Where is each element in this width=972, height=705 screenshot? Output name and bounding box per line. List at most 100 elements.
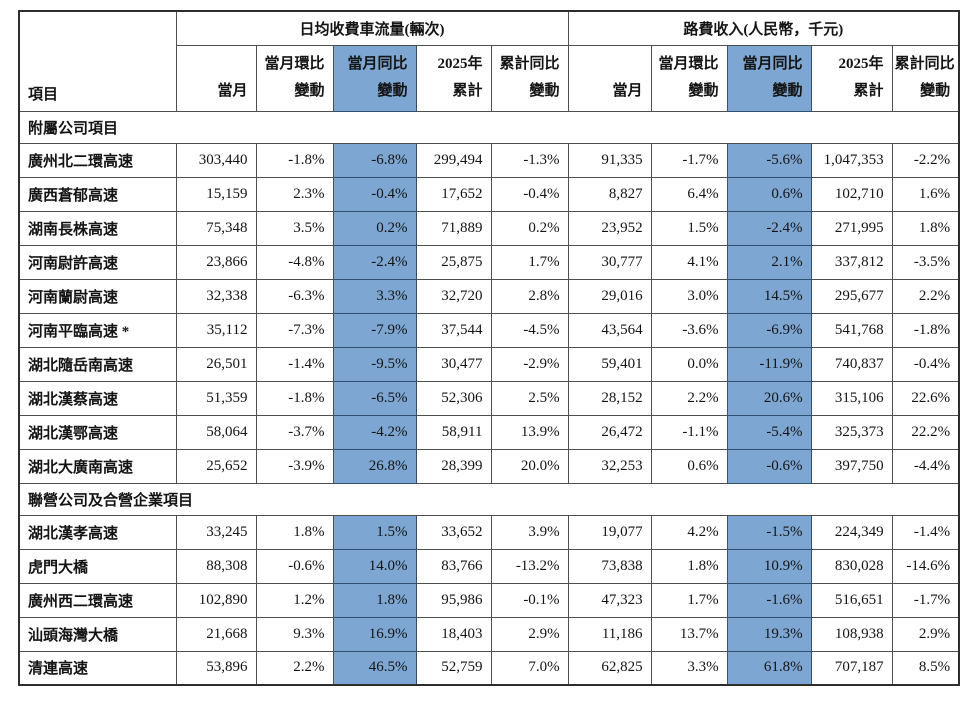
value-cell: 2.3% xyxy=(255,176,334,212)
value-cell: -6.5% xyxy=(332,380,417,416)
value-cell: 22.6% xyxy=(891,380,960,416)
table-row: 湖北漢孝高速 33,245 1.8% 1.5% 33,652 3.9% 19,077 4.2%… xyxy=(18,514,960,550)
value-cell: 2.2% xyxy=(255,650,334,686)
value-cell: 52,759 xyxy=(415,650,492,686)
table-row: 湖北漢鄂高速 58,064 -3.7% -4.2% 58,911 13.9% 26,472-… xyxy=(18,414,960,450)
col-header-line2: 變動 xyxy=(688,82,719,99)
value-cell: 299,494 xyxy=(415,142,492,178)
value-cell: -1.1% xyxy=(650,414,728,450)
value-cell: 33,652 xyxy=(415,514,492,550)
value-cell: 35,112 xyxy=(175,312,257,348)
table-row: 河南平臨高速 * 35,112 -7.3% -7.9% 37,544 -4.5% 43,56… xyxy=(18,312,960,348)
value-cell: 11,186 xyxy=(567,616,652,652)
toll-data-table: 項目 日均收費車流量(輛次) 路費收入(人民幣，千元) 當月 當月環比 變動 當… xyxy=(18,10,961,686)
value-cell: -2.4% xyxy=(726,210,812,246)
value-cell: 397,750 xyxy=(810,448,893,484)
value-cell: -2.2% xyxy=(891,142,960,178)
table-row: 河南蘭尉高速 32,338 -6.3% 3.3% 32,720 2.8% 29,016 3.0… xyxy=(18,278,960,314)
value-cell: 2.1% xyxy=(726,244,812,280)
value-cell: 0.6% xyxy=(726,176,812,212)
row-label: 河南平臨高速 * xyxy=(18,312,177,348)
value-cell: 830,028 xyxy=(810,548,893,584)
col-header-revenue-yoy: 當月同比 變動 xyxy=(726,44,812,112)
col-header-line2: 變動 xyxy=(529,82,560,99)
row-label: 清連高速 xyxy=(18,650,177,686)
section-header-row: 聯營公司及合營企業項目 xyxy=(18,482,960,516)
value-cell: 0.2% xyxy=(490,210,569,246)
col-header-line1: 累計同比 xyxy=(499,55,560,72)
value-cell: 75,348 xyxy=(175,210,257,246)
value-cell: 1.5% xyxy=(332,514,417,550)
value-cell: 1.7% xyxy=(490,244,569,280)
value-cell: 32,253 xyxy=(567,448,652,484)
value-cell: 73,838 xyxy=(567,548,652,584)
value-cell: 1.2% xyxy=(255,582,334,618)
value-cell: 1.8% xyxy=(891,210,960,246)
row-label: 湖北漢鄂高速 xyxy=(18,414,177,450)
col-header-line1: 2025年 xyxy=(437,55,483,72)
value-cell: 10.9% xyxy=(726,548,812,584)
value-cell: 0.2% xyxy=(332,210,417,246)
value-cell: 30,777 xyxy=(567,244,652,280)
col-header-line2: 當月 xyxy=(217,82,248,99)
value-cell: 8,827 xyxy=(567,176,652,212)
group-header-traffic: 日均收費車流量(輛次) xyxy=(175,10,569,46)
row-label: 虎門大橋 xyxy=(18,548,177,584)
col-header-line2: 變動 xyxy=(377,82,408,99)
table-row: 湖北隨岳南高速 26,501 -1.4% -9.5% 30,477 -2.9% 59,401… xyxy=(18,346,960,382)
value-cell: -1.8% xyxy=(255,142,334,178)
value-cell: 52,306 xyxy=(415,380,492,416)
col-header-line1: 2025年 xyxy=(838,55,884,72)
value-cell: -7.9% xyxy=(332,312,417,348)
value-cell: 62,825 xyxy=(567,650,652,686)
value-cell: 224,349 xyxy=(810,514,893,550)
value-cell: -4.5% xyxy=(490,312,569,348)
value-cell: 3.3% xyxy=(650,650,728,686)
value-cell: -5.6% xyxy=(726,142,812,178)
section-header-row: 附屬公司項目 xyxy=(18,110,960,144)
row-label: 湖北漢孝高速 xyxy=(18,514,177,550)
value-cell: 51,359 xyxy=(175,380,257,416)
col-header-revenue-ytd-yoy: 累計同比 變動 xyxy=(891,44,960,112)
value-cell: 47,323 xyxy=(567,582,652,618)
value-cell: 0.0% xyxy=(650,346,728,382)
toll-report-table-container: 項目 日均收費車流量(輛次) 路費收入(人民幣，千元) 當月 當月環比 變動 當… xyxy=(18,10,961,686)
value-cell: -1.6% xyxy=(726,582,812,618)
value-cell: 337,812 xyxy=(810,244,893,280)
value-cell: 740,837 xyxy=(810,346,893,382)
value-cell: -0.1% xyxy=(490,582,569,618)
value-cell: -0.6% xyxy=(255,548,334,584)
col-header-traffic-ytd-yoy: 累計同比 變動 xyxy=(490,44,569,112)
value-cell: -4.2% xyxy=(332,414,417,450)
value-cell: 1.8% xyxy=(332,582,417,618)
value-cell: 102,890 xyxy=(175,582,257,618)
value-cell: -11.9% xyxy=(726,346,812,382)
value-cell: 26,501 xyxy=(175,346,257,382)
value-cell: -1.3% xyxy=(490,142,569,178)
value-cell: 3.5% xyxy=(255,210,334,246)
value-cell: 19,077 xyxy=(567,514,652,550)
value-cell: 58,911 xyxy=(415,414,492,450)
col-header-line1: 累計同比 xyxy=(894,55,955,72)
value-cell: -5.4% xyxy=(726,414,812,450)
value-cell: 707,187 xyxy=(810,650,893,686)
value-cell: 18,403 xyxy=(415,616,492,652)
value-cell: 19.3% xyxy=(726,616,812,652)
value-cell: 13.9% xyxy=(490,414,569,450)
value-cell: 15,159 xyxy=(175,176,257,212)
value-cell: 46.5% xyxy=(332,650,417,686)
value-cell: -0.4% xyxy=(490,176,569,212)
value-cell: 2.9% xyxy=(490,616,569,652)
value-cell: 37,544 xyxy=(415,312,492,348)
table-row: 湖北大廣南高速 25,652 -3.9% 26.8% 28,399 20.0% 32,253… xyxy=(18,448,960,484)
value-cell: 20.6% xyxy=(726,380,812,416)
value-cell: -6.3% xyxy=(255,278,334,314)
value-cell: 3.9% xyxy=(490,514,569,550)
value-cell: 1,047,353 xyxy=(810,142,893,178)
value-cell: 541,768 xyxy=(810,312,893,348)
value-cell: 61.8% xyxy=(726,650,812,686)
value-cell: 83,766 xyxy=(415,548,492,584)
value-cell: -3.9% xyxy=(255,448,334,484)
value-cell: 25,652 xyxy=(175,448,257,484)
group-header-revenue: 路費收入(人民幣，千元) xyxy=(567,10,960,46)
